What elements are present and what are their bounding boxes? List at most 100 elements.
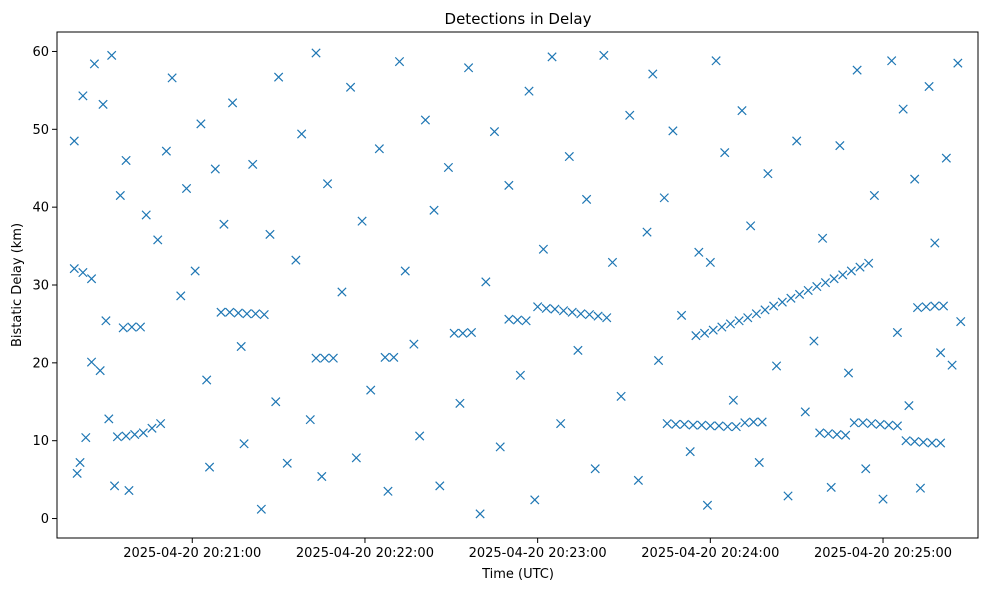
data-point — [720, 148, 730, 158]
data-point — [722, 422, 733, 432]
data-point — [956, 316, 966, 327]
data-point — [599, 50, 609, 60]
data-point — [225, 307, 235, 317]
data-point — [265, 229, 275, 240]
data-point — [815, 428, 825, 438]
data-point — [204, 462, 215, 472]
data-point — [763, 169, 773, 179]
data-point — [127, 322, 137, 332]
data-point — [694, 247, 704, 257]
data-point — [910, 436, 920, 447]
data-point — [930, 238, 940, 248]
x-tick-label: 2025-04-20 20:23:00 — [469, 546, 607, 561]
data-point — [311, 353, 321, 363]
data-point — [602, 313, 612, 323]
x-axis-label: Time (UTC) — [481, 567, 554, 582]
data-point — [861, 464, 871, 474]
data-point — [714, 421, 724, 431]
data-point — [504, 314, 514, 324]
data-point — [533, 302, 543, 312]
data-point — [351, 453, 361, 463]
data-point — [495, 442, 505, 452]
data-point — [541, 303, 551, 313]
data-point — [953, 58, 963, 68]
data-point — [573, 345, 583, 356]
data-point — [109, 481, 120, 491]
data-point — [115, 190, 125, 201]
data-point — [760, 305, 770, 315]
data-point — [676, 310, 687, 320]
data-point — [273, 72, 284, 82]
data-point — [181, 183, 192, 194]
data-point — [512, 315, 523, 325]
data-point — [98, 99, 108, 110]
data-point — [239, 439, 249, 449]
data-point — [935, 438, 946, 448]
data-point — [887, 56, 897, 66]
data-point — [463, 63, 474, 73]
data-point — [688, 420, 698, 430]
data-point — [786, 293, 796, 303]
data-point — [135, 322, 146, 332]
data-point — [429, 205, 439, 215]
y-tick-label: 30 — [32, 279, 49, 294]
data-point — [708, 325, 718, 335]
data-point — [219, 219, 229, 229]
data-point — [69, 136, 79, 146]
data-point — [947, 360, 957, 370]
y-tick-label: 20 — [32, 356, 49, 371]
data-point — [843, 368, 854, 378]
data-point — [699, 328, 710, 338]
data-point — [524, 86, 534, 96]
data-point — [803, 285, 813, 296]
data-point — [855, 262, 865, 272]
data-point — [366, 385, 376, 395]
data-point — [858, 418, 868, 428]
data-point — [846, 266, 856, 276]
data-point — [705, 421, 715, 431]
data-point — [838, 270, 848, 280]
data-point — [530, 495, 540, 505]
data-point — [104, 414, 114, 424]
data-point — [567, 307, 577, 317]
data-point — [564, 151, 574, 162]
data-point — [466, 327, 477, 338]
data-point — [409, 339, 419, 349]
data-point — [892, 327, 903, 338]
data-point — [556, 418, 566, 429]
data-point — [648, 69, 658, 79]
data-point — [685, 446, 695, 457]
data-point — [328, 353, 338, 363]
data-point — [112, 432, 123, 442]
data-point — [455, 398, 465, 408]
data-point — [783, 491, 793, 501]
data-point — [69, 264, 79, 274]
data-point — [176, 291, 186, 301]
data-point — [633, 475, 644, 486]
data-point — [941, 153, 951, 163]
data-point — [118, 323, 128, 333]
data-point — [840, 430, 851, 440]
data-point — [481, 277, 491, 287]
data-point — [202, 375, 212, 385]
data-point — [734, 316, 744, 326]
data-point — [81, 432, 91, 443]
x-tick-label: 2025-04-20 20:21:00 — [123, 546, 261, 561]
data-point — [892, 421, 903, 431]
data-point — [489, 127, 500, 137]
data-point — [792, 136, 802, 146]
data-point — [576, 309, 586, 319]
data-point — [138, 428, 148, 438]
data-point — [161, 146, 171, 156]
data-point — [236, 341, 246, 352]
data-point — [935, 348, 946, 358]
data-point — [147, 423, 157, 433]
data-point — [78, 91, 88, 101]
data-point — [866, 418, 877, 429]
data-point — [590, 464, 600, 474]
data-point — [748, 417, 759, 427]
data-point — [737, 106, 747, 116]
data-point — [504, 180, 514, 190]
data-point — [679, 419, 690, 429]
data-point — [800, 407, 810, 417]
